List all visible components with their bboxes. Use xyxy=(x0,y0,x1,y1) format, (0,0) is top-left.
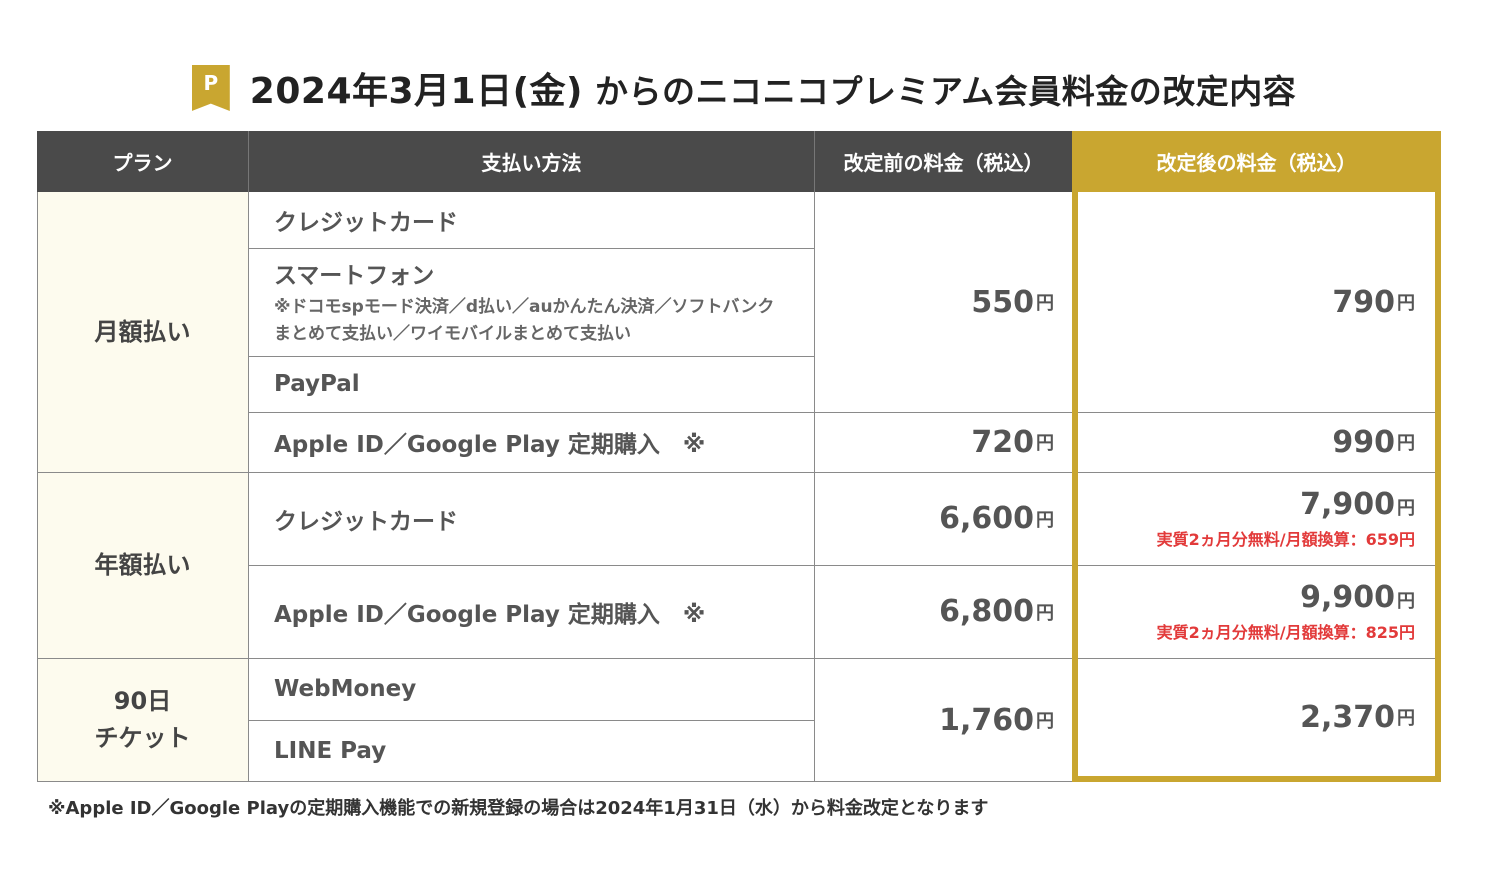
method-smartphone: スマートフォン ※ドコモspモード決済／d払い／auかんたん決済／ソフトバンクま… xyxy=(248,248,814,356)
method-apple-google: Apple ID／Google Play 定期購入 ※ xyxy=(248,412,814,472)
price-before-yearly-credit: 6,600 円 xyxy=(814,472,1072,565)
price-after-yearly-credit: 7,900 円 実質2ヵ月分無料/月額換算：659円 xyxy=(1078,472,1435,565)
title-text: からのニコニコプレミアム会員料金の改定内容 xyxy=(595,72,1297,111)
header-plan: プラン xyxy=(37,131,248,192)
method-credit-card-yearly: クレジットカード xyxy=(248,472,814,565)
method-linepay: LINE Pay xyxy=(248,720,814,782)
grid-line xyxy=(248,192,249,782)
grid-line xyxy=(248,248,814,249)
price-before-monthly-app: 720 円 xyxy=(814,412,1072,472)
price-before-yearly-app: 6,800 円 xyxy=(814,565,1072,658)
price-before-monthly: 550 円 xyxy=(814,192,1072,412)
premium-badge-icon: P xyxy=(191,65,230,111)
plan-90day-ticket: 90日 チケット xyxy=(37,658,248,782)
method-paypal: PayPal xyxy=(248,356,814,412)
footnote: ※Apple ID／Google Playの定期購入機能での新規登録の場合は20… xyxy=(48,798,989,819)
method-webmoney: WebMoney xyxy=(248,658,814,720)
method-credit-card: クレジットカード xyxy=(248,192,814,248)
grid-line xyxy=(248,565,1435,566)
header-method: 支払い方法 xyxy=(248,131,814,192)
page-title: P 2024年3月1日(金) からのニコニコプレミアム会員料金の改定内容 xyxy=(0,62,1488,114)
discount-note: 実質2ヵ月分無料/月額換算：825円 xyxy=(1156,623,1415,642)
title-date: 2024年3月1日(金) xyxy=(249,71,583,112)
grid-line xyxy=(814,192,815,782)
pricing-table: プラン 支払い方法 改定前の料金（税込） 改定後の料金（税込） 月額払い 年額払… xyxy=(37,131,1441,782)
grid-line xyxy=(248,412,1435,413)
discount-note: 実質2ヵ月分無料/月額換算：659円 xyxy=(1156,530,1415,549)
price-after-monthly: 790 円 xyxy=(1078,192,1435,412)
grid-line xyxy=(37,781,1072,782)
method-apple-google-yearly: Apple ID／Google Play 定期購入 ※ xyxy=(248,565,814,658)
price-after-ticket: 2,370 円 xyxy=(1078,658,1435,776)
plan-yearly: 年額払い xyxy=(37,472,248,658)
price-after-yearly-app: 9,900 円 実質2ヵ月分無料/月額換算：825円 xyxy=(1078,565,1435,658)
grid-line xyxy=(37,192,38,782)
header-after: 改定後の料金（税込） xyxy=(1072,131,1441,192)
price-before-ticket: 1,760 円 xyxy=(814,658,1072,782)
header-before: 改定前の料金（税込） xyxy=(814,131,1072,192)
grid-line xyxy=(37,658,1435,659)
grid-line xyxy=(248,720,814,721)
grid-line xyxy=(248,356,814,357)
plan-monthly: 月額払い xyxy=(37,192,248,472)
grid-line xyxy=(37,472,1435,473)
price-after-monthly-app: 990 円 xyxy=(1078,412,1435,472)
